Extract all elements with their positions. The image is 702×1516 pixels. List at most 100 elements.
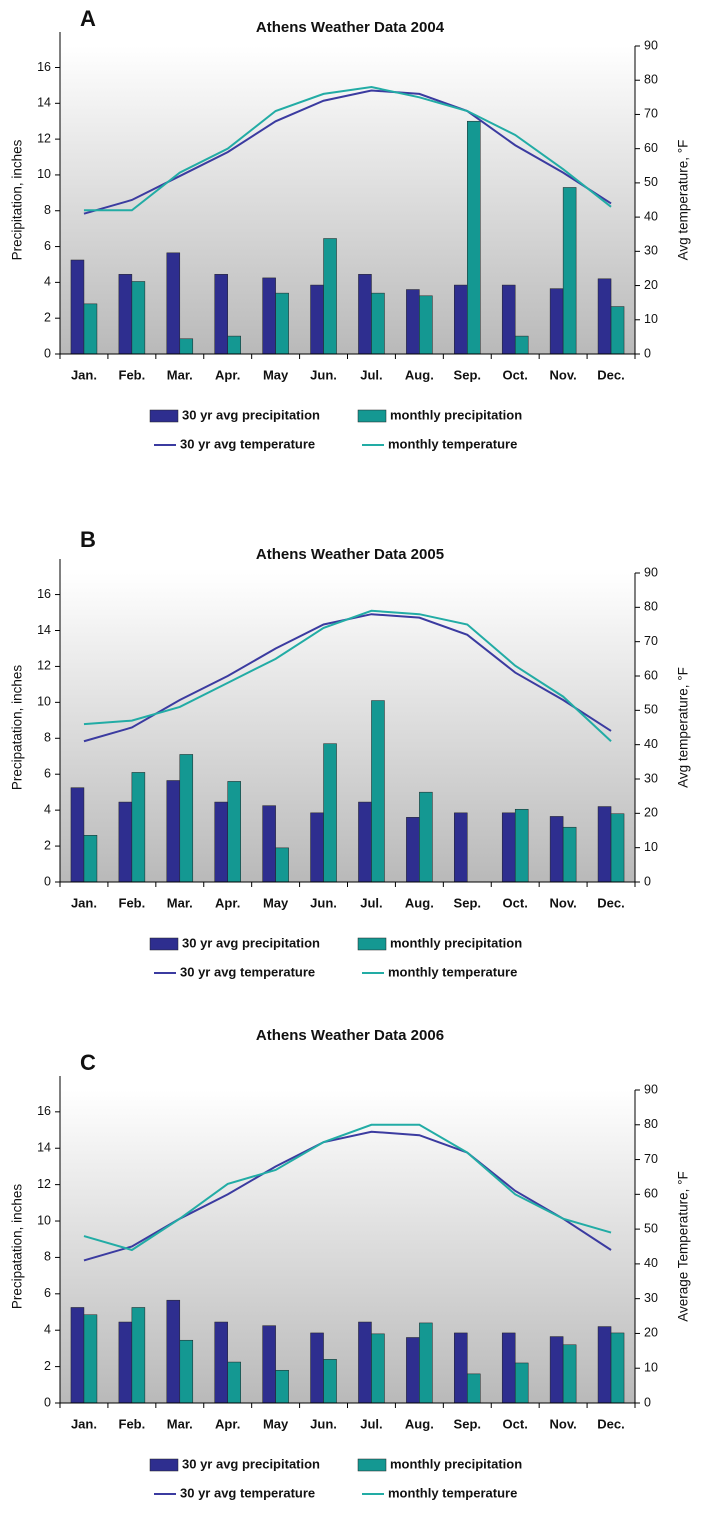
- bar: [310, 284, 324, 355]
- x-tick-label: Oct.: [503, 895, 528, 910]
- legend-label: monthly precipitation: [390, 407, 522, 422]
- bar: [467, 120, 481, 355]
- y-tick-label: 10: [37, 167, 51, 181]
- bar: [179, 754, 194, 883]
- y2-axis-label: Avg temperature, °F: [676, 667, 691, 788]
- legend-swatch: [149, 937, 179, 951]
- y-tick-label: 14: [37, 623, 51, 637]
- bar: [562, 187, 577, 355]
- y2-tick-label: 30: [644, 771, 658, 785]
- bar: [358, 801, 372, 883]
- bar: [371, 1333, 385, 1404]
- legend-swatch: [357, 937, 387, 951]
- line: [83, 1123, 612, 1252]
- legend-label: 30 yr avg temperature: [180, 964, 315, 979]
- bar: [514, 808, 529, 883]
- legend-label: monthly precipitation: [390, 935, 522, 950]
- x-tick-label: Sep.: [454, 1416, 481, 1431]
- chart-title: Athens Weather Data 2004: [256, 19, 445, 36]
- bar: [514, 335, 529, 355]
- bar: [166, 252, 181, 355]
- panel-label: A: [80, 6, 96, 31]
- bar: [371, 292, 385, 355]
- y-tick-label: 10: [37, 695, 51, 709]
- bar: [227, 781, 241, 883]
- legend-swatch: [357, 1458, 387, 1472]
- chart-panel: A Athens Weather Data 2004 0 2 4 6 8 10 12 14 16 0 1…: [10, 6, 691, 452]
- y-tick-label: 12: [37, 131, 51, 145]
- bar: [597, 806, 612, 883]
- y-tick-label: 8: [44, 203, 51, 217]
- bar: [131, 1307, 146, 1404]
- bar: [514, 1362, 529, 1404]
- bar: [166, 1299, 181, 1404]
- x-tick-label: May: [263, 1416, 289, 1431]
- bar: [227, 1361, 241, 1404]
- y-tick-label: 16: [37, 587, 51, 601]
- y-axis-label: Precipatation, inches: [10, 1184, 25, 1310]
- bar: [562, 826, 577, 883]
- legend-label: 30 yr avg temperature: [180, 436, 315, 451]
- y2-tick-label: 80: [644, 600, 658, 614]
- bar: [118, 801, 133, 883]
- y2-axis-label: Average Temperature, °F: [676, 1171, 691, 1321]
- bar: [501, 284, 516, 355]
- plot-area: [60, 46, 635, 354]
- y2-tick-label: 0: [644, 346, 651, 360]
- y2-tick-label: 10: [644, 312, 658, 326]
- y-tick-label: 0: [44, 1395, 51, 1409]
- bar: [70, 787, 85, 883]
- x-tick-label: Feb.: [119, 367, 146, 382]
- y-tick-label: 0: [44, 346, 51, 360]
- y-tick-label: 8: [44, 1250, 51, 1264]
- bar: [262, 805, 276, 883]
- x-tick-label: Jun.: [310, 367, 337, 382]
- y-tick-label: 6: [44, 1286, 51, 1300]
- bar: [275, 847, 289, 883]
- bar: [118, 1321, 133, 1404]
- x-tick-label: Jul.: [360, 895, 382, 910]
- y2-tick-label: 20: [644, 806, 658, 820]
- y2-tick-label: 40: [644, 209, 658, 223]
- panel-label: B: [80, 527, 96, 552]
- bar: [214, 274, 228, 355]
- legend-label: 30 yr avg temperature: [180, 1485, 315, 1500]
- y-tick-label: 16: [37, 1104, 51, 1118]
- line: [83, 86, 612, 212]
- y2-tick-label: 90: [644, 38, 658, 52]
- x-tick-label: Apr.: [215, 367, 240, 382]
- y2-tick-label: 50: [644, 1221, 658, 1235]
- bar: [454, 1332, 468, 1404]
- bar: [275, 292, 289, 355]
- y-tick-label: 0: [44, 874, 51, 888]
- y-tick-label: 10: [37, 1213, 51, 1227]
- y2-tick-label: 90: [644, 1082, 658, 1096]
- chart-title: Athens Weather Data 2005: [256, 546, 444, 563]
- x-tick-label: Feb.: [119, 895, 146, 910]
- bar: [358, 274, 372, 355]
- bar: [610, 813, 625, 883]
- panel-label: C: [80, 1050, 96, 1075]
- y2-tick-label: 60: [644, 668, 658, 682]
- bar: [179, 1339, 194, 1404]
- y-tick-label: 2: [44, 310, 51, 324]
- x-tick-label: Apr.: [215, 895, 240, 910]
- x-tick-label: Dec.: [597, 367, 624, 382]
- legend-label: monthly precipitation: [390, 1456, 522, 1471]
- y-axis-label: Precipitation, inches: [10, 139, 25, 260]
- bar: [83, 1314, 98, 1404]
- y2-tick-label: 20: [644, 1326, 658, 1340]
- bar: [419, 295, 433, 355]
- x-tick-label: Mar.: [167, 1416, 193, 1431]
- bar: [371, 700, 385, 883]
- bar: [70, 1307, 85, 1404]
- bar: [597, 278, 612, 355]
- y2-tick-label: 60: [644, 141, 658, 155]
- x-tick-label: Dec.: [597, 1416, 624, 1431]
- bar: [323, 743, 337, 883]
- y2-tick-label: 50: [644, 703, 658, 717]
- bar: [131, 281, 146, 355]
- legend-label: monthly temperature: [388, 436, 517, 451]
- legend-label: 30 yr avg precipitation: [182, 1456, 320, 1471]
